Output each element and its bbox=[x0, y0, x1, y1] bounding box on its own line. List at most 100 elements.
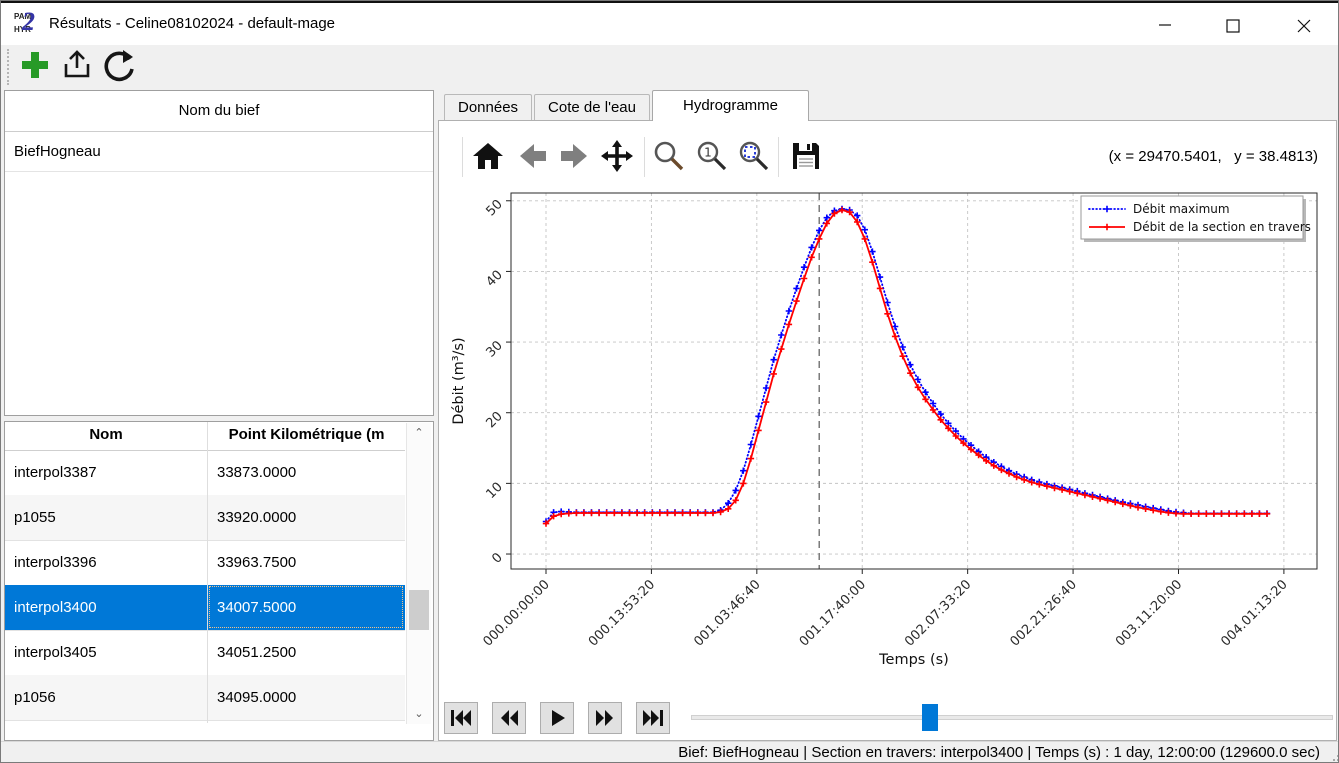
table-row[interactable]: interpol3405 34051.2500 bbox=[5, 630, 405, 675]
save-button[interactable] bbox=[789, 139, 825, 175]
maximize-icon bbox=[1226, 19, 1240, 33]
sections-table: Nom Point Kilométrique (m interpol3387 33… bbox=[4, 421, 434, 741]
time-slider-handle[interactable] bbox=[922, 704, 938, 731]
toolbar-separator bbox=[462, 137, 463, 177]
pan-button[interactable] bbox=[600, 139, 636, 175]
skip-end-icon bbox=[643, 710, 663, 726]
svg-text:0: 0 bbox=[489, 550, 505, 566]
fast-forward-button[interactable] bbox=[588, 702, 622, 734]
magnifier-fit-icon bbox=[739, 141, 769, 171]
cell-pk[interactable]: 34007.5000 bbox=[217, 599, 297, 616]
rewind-button[interactable] bbox=[492, 702, 526, 734]
toolbar-separator bbox=[778, 137, 779, 177]
cell-pk[interactable]: 34095.0000 bbox=[217, 689, 297, 706]
plus-icon bbox=[22, 52, 48, 78]
close-button[interactable] bbox=[1281, 5, 1327, 45]
fast-forward-icon bbox=[596, 710, 613, 726]
hydrograph-chart[interactable]: 000.00:00:00 000.13:53:20 001.03:46:40 001.… bbox=[446, 186, 1336, 691]
svg-text:Débit maximum: Débit maximum bbox=[1133, 202, 1230, 216]
cell-nom[interactable]: interpol3400 bbox=[14, 599, 97, 616]
home-button[interactable] bbox=[471, 139, 507, 175]
svg-text:Débit de la section en travers: Débit de la section en travers bbox=[1133, 220, 1311, 234]
tab-hydrogramme[interactable]: Hydrogramme bbox=[651, 90, 810, 121]
reload-icon bbox=[104, 50, 134, 82]
window-title: Résultats - Celine08102024 - default-mag… bbox=[49, 15, 336, 32]
svg-text:004.01:13:20: 004.01:13:20 bbox=[1218, 577, 1290, 649]
table-row[interactable]: interpol3396 33963.7500 bbox=[5, 540, 405, 585]
table-row[interactable]: interpol3400 34007.5000 bbox=[5, 585, 405, 630]
skip-start-icon bbox=[451, 710, 471, 726]
svg-text:001.03:46:40: 001.03:46:40 bbox=[691, 577, 763, 649]
play-button[interactable] bbox=[540, 702, 574, 734]
row-divider bbox=[5, 630, 405, 631]
back-button[interactable] bbox=[515, 139, 551, 175]
row-divider bbox=[5, 540, 405, 541]
cell-nom[interactable]: interpol3405 bbox=[14, 644, 97, 661]
app-icon-number: 2 bbox=[22, 7, 35, 36]
magnifier-icon bbox=[654, 141, 684, 171]
table-row[interactable]: interpol3387 33873.0000 bbox=[5, 450, 405, 495]
row-divider bbox=[5, 720, 405, 721]
tab-cote-de-l-eau[interactable]: Cote de l'eau bbox=[534, 94, 650, 120]
cell-pk[interactable]: 33920.0000 bbox=[217, 509, 297, 526]
cursor-coordinates: (x = 29470.5401, y = 38.4813) bbox=[1108, 148, 1318, 165]
add-button[interactable] bbox=[18, 48, 56, 86]
tab-bar: Données Cote de l'eau Hydrogramme bbox=[444, 90, 811, 121]
tab-donn-es[interactable]: Données bbox=[444, 94, 533, 120]
toolbar-separator bbox=[644, 137, 645, 177]
svg-text:10: 10 bbox=[484, 480, 506, 502]
home-icon bbox=[473, 143, 503, 169]
zoom-1-button[interactable]: 1 bbox=[695, 139, 731, 175]
svg-text:50: 50 bbox=[484, 197, 506, 219]
cell-nom[interactable]: interpol3396 bbox=[14, 554, 97, 571]
svg-text:Débit (m³/s): Débit (m³/s) bbox=[451, 337, 467, 424]
export-button[interactable] bbox=[60, 48, 98, 86]
pan-icon bbox=[601, 140, 633, 172]
resize-grip[interactable] bbox=[1333, 759, 1335, 761]
zoom-button[interactable] bbox=[652, 139, 688, 175]
bief-panel: Nom du bief BiefHogneau bbox=[4, 90, 434, 416]
status-bar: Bief: BiefHogneau | Section en travers: … bbox=[1, 741, 1338, 762]
scroll-down-button[interactable]: ⌄ bbox=[407, 704, 431, 724]
bief-list: BiefHogneau bbox=[5, 132, 433, 172]
status-text: Bief: BiefHogneau | Section en travers: … bbox=[678, 744, 1320, 761]
skip-start-button[interactable] bbox=[444, 702, 478, 734]
cell-nom[interactable]: p1056 bbox=[14, 689, 56, 706]
cell-pk[interactable]: 34051.2500 bbox=[217, 644, 297, 661]
app-icon-text-top: PAM bbox=[14, 12, 32, 21]
table-row[interactable]: p1056 34095.0000 bbox=[5, 675, 405, 720]
skip-end-button[interactable] bbox=[636, 702, 670, 734]
cell-nom[interactable]: interpol3387 bbox=[14, 464, 97, 481]
svg-text:003.11:20:00: 003.11:20:00 bbox=[1113, 577, 1185, 649]
table-scrollbar[interactable]: ⌃ ⌄ bbox=[406, 423, 431, 724]
minimize-button[interactable] bbox=[1142, 5, 1188, 45]
svg-text:20: 20 bbox=[484, 409, 506, 431]
play-icon bbox=[552, 710, 565, 726]
svg-text:Temps (s): Temps (s) bbox=[878, 652, 949, 668]
table-header-pk[interactable]: Point Kilométrique (m bbox=[228, 426, 385, 443]
reload-button[interactable] bbox=[101, 48, 139, 86]
svg-text:30: 30 bbox=[484, 338, 506, 360]
rewind-icon bbox=[501, 710, 518, 726]
bief-panel-header: Nom du bief bbox=[5, 91, 433, 132]
column-divider bbox=[207, 422, 208, 723]
minimize-icon bbox=[1159, 24, 1171, 26]
bief-list-item[interactable]: BiefHogneau bbox=[5, 132, 433, 172]
forward-arrow-icon bbox=[561, 144, 587, 168]
focus-outline bbox=[208, 585, 404, 629]
table-header-nom[interactable]: Nom bbox=[89, 426, 123, 443]
close-icon bbox=[1297, 19, 1311, 33]
cell-nom[interactable]: p1055 bbox=[14, 509, 56, 526]
scroll-thumb[interactable] bbox=[409, 590, 429, 630]
zoom-fit-button[interactable] bbox=[737, 139, 773, 175]
svg-text:002.21:26:40: 002.21:26:40 bbox=[1008, 577, 1080, 649]
scroll-up-button[interactable]: ⌃ bbox=[407, 423, 431, 443]
maximize-button[interactable] bbox=[1210, 5, 1256, 45]
back-arrow-icon bbox=[520, 144, 546, 168]
cell-pk[interactable]: 33873.0000 bbox=[217, 464, 297, 481]
cell-pk[interactable]: 33963.7500 bbox=[217, 554, 297, 571]
time-slider-track[interactable] bbox=[691, 715, 1333, 720]
toolbar-drag-handle[interactable] bbox=[7, 49, 9, 85]
forward-button[interactable] bbox=[558, 139, 594, 175]
table-row[interactable]: p1055 33920.0000 bbox=[5, 495, 405, 540]
